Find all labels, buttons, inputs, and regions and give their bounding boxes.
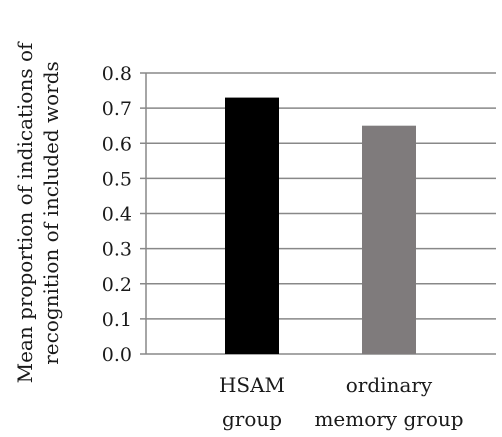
y-tick-label: 0.4	[102, 204, 132, 226]
y-tick-label: 0.0	[102, 344, 132, 366]
y-tick-label: 0.6	[102, 133, 132, 155]
bar-hsam-group	[225, 97, 279, 355]
bar-ordinary-memory-group	[362, 125, 416, 354]
category-label: HSAM	[219, 373, 285, 397]
y-tick-label: 0.2	[102, 274, 132, 296]
y-tick-labels: 0.0 0.1 0.2 0.3 0.4 0.5 0.6 0.7 0.8	[102, 63, 132, 366]
y-tick-label: 0.7	[102, 98, 132, 120]
y-axis-title: Mean proportion of indications of recogni…	[13, 41, 63, 383]
y-axis-title-line: recognition of included words	[39, 61, 63, 365]
category-label: group	[222, 407, 282, 431]
y-tick-label: 0.3	[102, 239, 132, 261]
y-axis-title-line: Mean proportion of indications of	[13, 41, 37, 383]
y-tick-label: 0.1	[102, 309, 132, 331]
y-tick-label: 0.5	[102, 168, 132, 190]
bars	[225, 97, 416, 355]
category-label: ordinary	[346, 373, 433, 397]
y-tick-label: 0.8	[102, 63, 132, 85]
category-label: memory group	[314, 407, 463, 431]
category-labels: HSAM group ordinary memory group	[219, 373, 464, 431]
gridlines	[140, 72, 496, 355]
